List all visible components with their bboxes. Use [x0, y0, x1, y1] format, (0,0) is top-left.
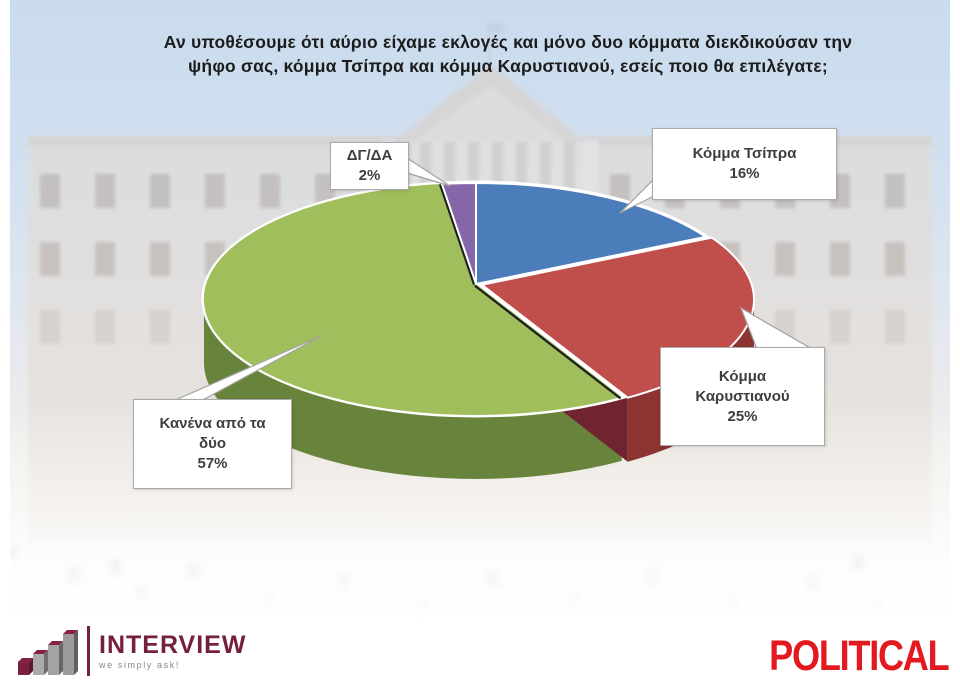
- poll-question-line2: ψήφο σας, κόμμα Τσίπρα και κόμμα Καρυστι…: [188, 56, 828, 76]
- callout-line: Κόμμα Τσίπρα: [692, 145, 797, 162]
- pollster-name: INTERVIEW: [99, 631, 247, 659]
- callout-line: 57%: [197, 455, 228, 472]
- interview-bars-icon: [18, 630, 78, 675]
- publisher-logo: POLITICAL: [768, 632, 950, 680]
- callout-line: 16%: [729, 165, 760, 182]
- callout-line: 2%: [358, 167, 381, 184]
- poll-question-line1: Αν υποθέσουμε ότι αύριο είχαμε εκλογές κ…: [163, 32, 853, 52]
- pie-slice-shadow-edge: [474, 284, 622, 400]
- callout-1: Κόμμα Καρυστιανού 25%: [660, 347, 825, 446]
- callout-line: 25%: [727, 407, 758, 425]
- callout-line: Κανένα από τα: [159, 415, 266, 432]
- pie-slice-side-2: [204, 299, 622, 479]
- callout-pointer-3: [403, 154, 451, 187]
- callout-3: ΔΓ/ΔΑ 2%: [330, 142, 409, 190]
- interview-logo: INTERVIEW we simply ask!: [16, 622, 246, 680]
- callout-line: Κόμμα: [718, 367, 767, 385]
- callout-line: ΔΓ/ΔΑ: [346, 147, 393, 164]
- logo-divider: [87, 626, 90, 676]
- callout-line: Καρυστιανού: [695, 387, 790, 405]
- pie-slice-2: [203, 183, 622, 415]
- callout-line: δύο: [199, 435, 226, 452]
- callout-0: Κόμμα Τσίπρα 16%: [652, 128, 837, 200]
- poll-question-title: Αν υποθέσουμε ότι αύριο είχαμε εκλογές κ…: [56, 30, 960, 78]
- pie-slice-shadow-edge: [438, 184, 476, 285]
- pie-slice-0: [475, 182, 707, 285]
- callout-2: Κανένα από τα δύο 57%: [133, 399, 292, 489]
- pollster-tagline: we simply ask!: [99, 660, 180, 670]
